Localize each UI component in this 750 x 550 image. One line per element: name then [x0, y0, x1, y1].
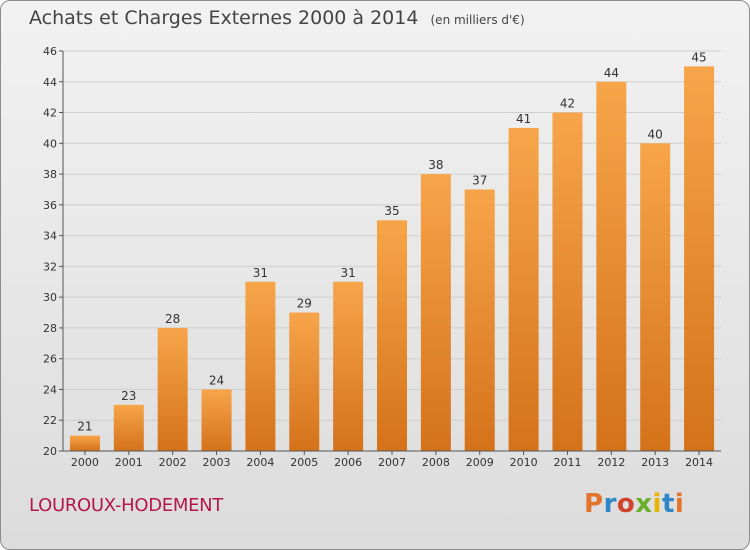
bar-2010 — [508, 127, 539, 451]
labels: 20 22 24 26 28 30 32 34 36 38 40 42 44 46 21 2000 23 2001… — [43, 45, 713, 469]
x-tick-label-2004: 2004 — [246, 456, 274, 469]
chart-title: Achats et Charges Externes 2000 à 2014 — [29, 7, 419, 29]
value-label-2003: 24 — [209, 373, 224, 387]
x-tick-label-2005: 2005 — [290, 456, 318, 469]
bar-2012 — [596, 81, 627, 452]
bars — [69, 66, 715, 452]
value-label-2004: 31 — [253, 266, 268, 280]
x-tick-label-2008: 2008 — [422, 456, 450, 469]
y-tick-label-30: 30 — [43, 291, 57, 304]
y-tick-label-22: 22 — [43, 414, 57, 427]
bar-2008 — [420, 174, 451, 452]
bar-2001 — [113, 404, 144, 451]
value-label-2001: 23 — [121, 389, 136, 403]
value-label-2005: 29 — [297, 297, 312, 311]
bar-2006 — [333, 281, 364, 451]
x-tick-label-2002: 2002 — [159, 456, 187, 469]
x-tick-label-2007: 2007 — [378, 456, 406, 469]
bar-2009 — [464, 189, 495, 451]
x-tick-label-2009: 2009 — [466, 456, 494, 469]
y-tick-label-36: 36 — [43, 199, 57, 212]
value-label-2007: 35 — [384, 204, 399, 218]
value-label-2000: 21 — [77, 420, 92, 434]
x-tick-label-2011: 2011 — [553, 456, 581, 469]
y-tick-label-24: 24 — [43, 383, 57, 396]
y-tick-label-38: 38 — [43, 168, 57, 181]
x-tick-label-2010: 2010 — [510, 456, 538, 469]
proxiti-logo: Proxiti — [584, 489, 685, 519]
bar-2005 — [289, 312, 320, 451]
x-tick-label-2014: 2014 — [685, 456, 713, 469]
bar-2004 — [245, 281, 276, 451]
x-tick-label-2000: 2000 — [71, 456, 99, 469]
value-label-2008: 38 — [428, 158, 443, 172]
y-tick-label-44: 44 — [43, 76, 57, 89]
x-tick-label-2013: 2013 — [641, 456, 669, 469]
value-label-2002: 28 — [165, 312, 180, 326]
chart-title-block: Achats et Charges Externes 2000 à 2014 (… — [29, 7, 525, 29]
bar-2003 — [201, 389, 232, 451]
value-label-2012: 44 — [604, 66, 619, 80]
x-tick-label-2012: 2012 — [597, 456, 625, 469]
y-tick-label-40: 40 — [43, 137, 57, 150]
y-tick-label-46: 46 — [43, 45, 57, 58]
y-tick-label-34: 34 — [43, 230, 57, 243]
x-tick-label-2006: 2006 — [334, 456, 362, 469]
value-label-2010: 41 — [516, 112, 531, 126]
bar-2007 — [377, 220, 407, 451]
y-tick-label-32: 32 — [43, 260, 57, 273]
x-tick-label-2001: 2001 — [115, 456, 143, 469]
value-label-2011: 42 — [560, 97, 575, 111]
bar-2000 — [69, 435, 100, 451]
value-label-2009: 37 — [472, 173, 487, 187]
axes — [59, 50, 721, 455]
commune-name: LOUROUX-HODEMENT — [29, 495, 224, 516]
bar-2013 — [640, 143, 671, 452]
y-tick-label-20: 20 — [43, 445, 57, 458]
bar-2011 — [552, 112, 583, 452]
y-tick-label-28: 28 — [43, 322, 57, 335]
y-tick-label-26: 26 — [43, 353, 57, 366]
value-label-2013: 40 — [648, 127, 663, 141]
x-tick-label-2003: 2003 — [203, 456, 231, 469]
bar-2014 — [684, 66, 715, 451]
chart-subtitle: (en milliers d'€) — [430, 13, 525, 27]
bar-2002 — [157, 327, 188, 451]
value-label-2006: 31 — [340, 266, 355, 280]
value-label-2014: 45 — [691, 50, 706, 64]
y-tick-label-42: 42 — [43, 107, 57, 120]
